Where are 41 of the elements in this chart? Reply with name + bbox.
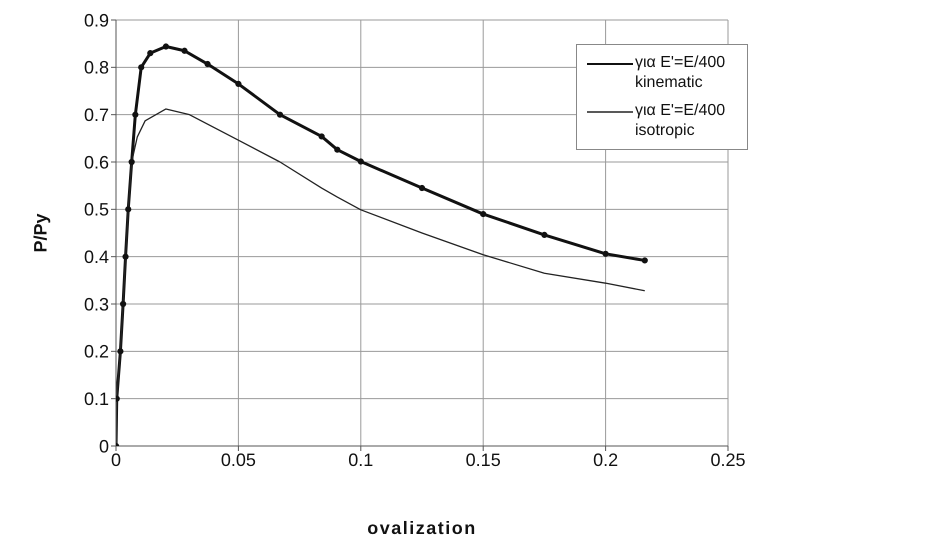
point [358,158,364,165]
x-axis-title: ovalization [367,518,477,538]
point [318,133,325,140]
legend-label: για E'=E/400 isotropic [635,101,726,141]
point [204,60,211,68]
point [162,43,170,50]
point [125,206,132,212]
x-tick-label: 0.25 [710,450,746,470]
y-tick-label: 0.6 [84,152,109,172]
point [602,250,609,257]
point [132,112,138,118]
y-tick-label: 0.8 [84,58,109,78]
x-tick-label: 0.05 [220,450,256,470]
point [181,48,188,54]
y-tick-label: 0.1 [84,389,109,410]
y-tick-label: 0.3 [84,294,109,314]
y-tick-label: 0.7 [84,105,109,126]
point [642,257,648,264]
x-tick-label: 0.1 [348,450,374,470]
point [122,254,129,260]
point [120,300,126,308]
x-tick-label: 0 [110,450,122,470]
x-tick-label: 0.2 [593,450,618,470]
x-tick-label: 0.15 [466,450,501,470]
legend-label: για E'=E/400 kinematic [635,53,726,93]
point [541,232,548,238]
point [276,112,284,118]
y-tick-label: 0.5 [84,200,109,220]
y-tick-label: 0.9 [84,10,109,30]
point [418,184,426,192]
point [128,158,135,166]
point [480,210,486,218]
point [117,348,124,354]
y-axis-title: P/Py [30,213,50,253]
y-tick-label: 0 [98,436,109,456]
y-tick-label: 0.4 [84,247,109,268]
y-tick-label: 0.2 [84,342,109,362]
point [138,64,144,70]
point [334,146,340,153]
point [147,50,154,56]
point [235,80,242,87]
